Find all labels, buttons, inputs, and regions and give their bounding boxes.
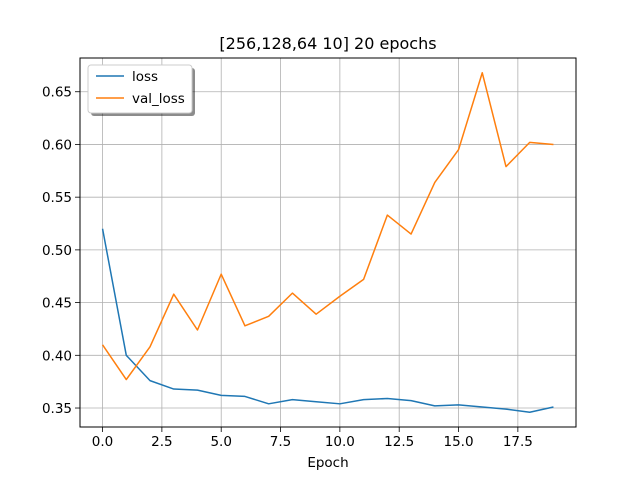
x-tick-label: 5.0 [210,434,231,450]
series-line-val-loss [101,72,554,381]
legend-label-loss: loss [132,69,158,85]
y-tick-label: 0.60 [42,137,72,153]
y-tick-label: 0.55 [42,190,72,206]
y-tick-label: 0.65 [42,85,72,101]
legend-label-val-loss: val_loss [132,91,185,107]
legend-box [87,64,193,114]
y-tick-label: 0.45 [42,296,72,312]
x-tick-label: 10.0 [325,434,355,450]
series-line-loss [101,228,554,413]
x-axis-label: Epoch [307,455,348,471]
x-tick-label: 12.5 [384,434,414,450]
plot-area-frame [79,57,577,428]
x-tick-label: 7.5 [270,434,291,450]
y-axis-ticks: 0.35 0.40 0.45 0.50 0.55 0.60 0.65 [42,85,80,417]
x-tick-label: 2.5 [151,434,172,450]
grid [80,58,576,427]
x-axis-ticks: 0.0 2.5 5.0 7.5 10.0 12.5 15.0 17.5 [92,427,533,450]
x-tick-label: 17.5 [503,434,533,450]
x-tick-label: 15.0 [443,434,473,450]
x-tick-label: 0.0 [92,434,113,450]
y-tick-label: 0.40 [42,348,72,364]
y-tick-label: 0.35 [42,401,72,417]
legend: loss val_loss [87,64,195,116]
series-lines [101,72,554,413]
chart-title: [256,128,64 10] 20 epochs [219,34,436,53]
y-tick-label: 0.50 [42,243,72,259]
